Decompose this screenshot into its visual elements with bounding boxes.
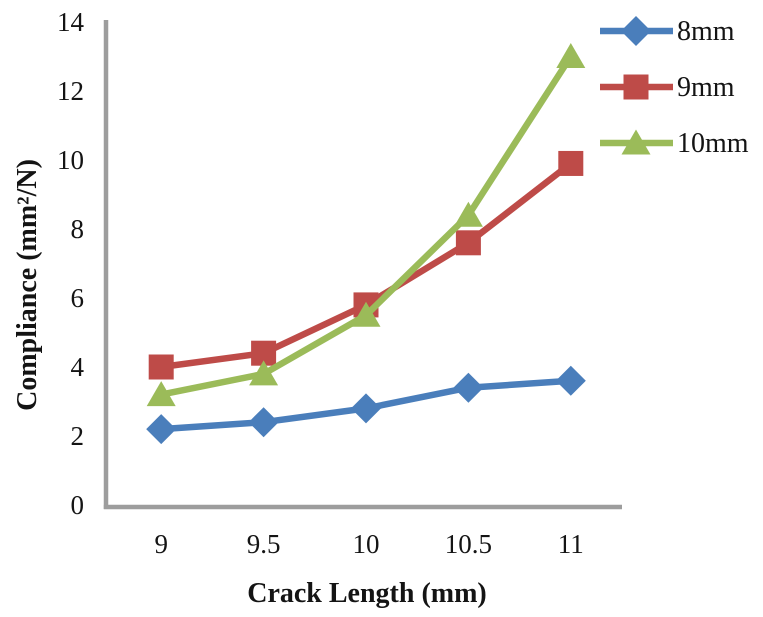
legend-marker-10mm-triangle-icon <box>621 129 651 155</box>
series-marker-8mm-diamond-icon <box>351 393 381 424</box>
y-tick-label: 12 <box>57 76 84 106</box>
series-marker-10mm-triangle-icon <box>146 381 176 407</box>
x-tick-label: 10.5 <box>445 529 492 559</box>
legend-label-8mm: 8mm <box>677 16 735 47</box>
y-tick-label: 14 <box>57 7 85 37</box>
series-marker-9mm-square-icon <box>558 150 584 176</box>
y-tick-label: 10 <box>57 145 84 175</box>
y-tick-label: 8 <box>71 214 85 244</box>
series-marker-10mm-triangle-icon <box>556 43 586 68</box>
x-tick-label: 11 <box>558 529 584 559</box>
x-tick-label: 10 <box>353 529 380 559</box>
series-marker-10mm-triangle-icon <box>351 301 381 327</box>
x-axis-title: Crack Length (mm) <box>247 578 487 609</box>
y-tick-label: 6 <box>71 283 85 313</box>
series-line-10mm <box>160 54 574 398</box>
x-tick-label: 9 <box>154 529 168 559</box>
legend-marker-9mm-square-icon <box>623 74 649 100</box>
y-tick-label: 2 <box>71 421 85 451</box>
series-marker-8mm-diamond-icon <box>146 414 177 445</box>
series-marker-10mm-triangle-icon <box>249 360 279 386</box>
series-marker-8mm-diamond-icon <box>555 365 586 396</box>
y-tick-label: 0 <box>71 490 85 520</box>
y-axis-title: Compliance (mm²/N) <box>12 159 43 411</box>
x-tick-label: 9.5 <box>247 529 281 559</box>
series-line-9mm <box>160 160 573 371</box>
series-marker-10mm-triangle-icon <box>453 201 483 227</box>
y-tick-label: 4 <box>71 352 85 382</box>
series-marker-8mm-diamond-icon <box>453 372 484 403</box>
series-marker-9mm-square-icon <box>455 230 481 256</box>
legend-marker-8mm-diamond-icon <box>621 16 651 46</box>
series-marker-8mm-diamond-icon <box>248 407 279 438</box>
legend-label-9mm: 9mm <box>677 72 735 103</box>
series-marker-9mm-square-icon <box>148 354 174 380</box>
legend-label-10mm: 10mm <box>677 128 749 159</box>
